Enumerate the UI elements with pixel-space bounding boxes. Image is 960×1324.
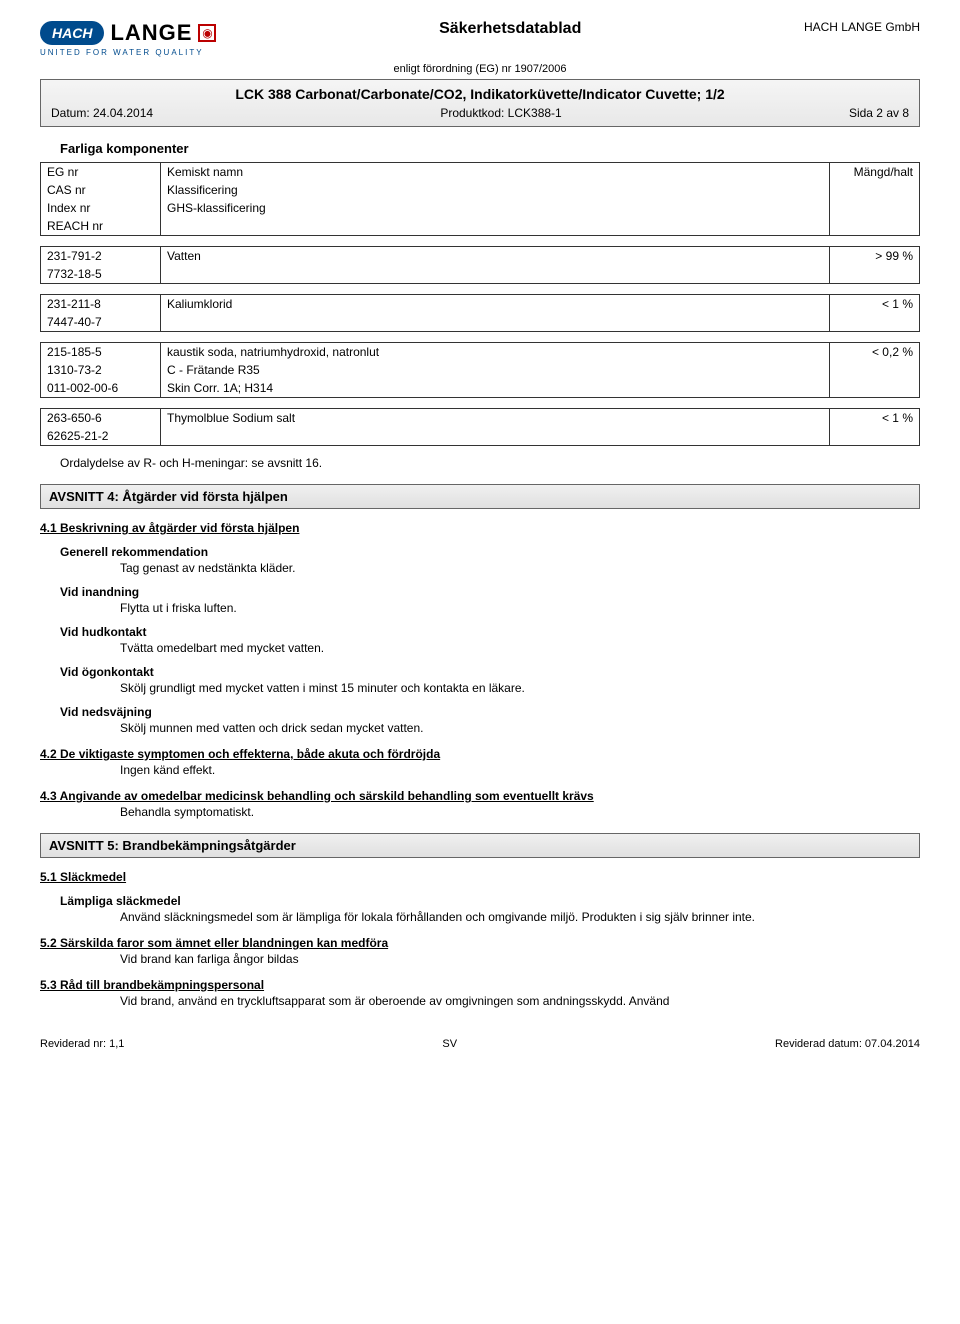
cell: 263-650-6 [41,409,161,428]
cell [161,265,830,284]
skin-text: Tvätta omedelbart med mycket vatten. [120,641,920,655]
component-table: 215-185-5kaustik soda, natriumhydroxid, … [40,342,920,398]
section-5-2-text: Vid brand kan farliga ångor bildas [120,952,920,966]
cell: Vatten [161,247,830,266]
cell [830,313,920,332]
cell: kaustik soda, natriumhydroxid, natronlut [161,343,830,362]
cell: 011-002-00-6 [41,379,161,398]
col-cas: CAS nr [41,181,161,199]
inhalation-head: Vid inandning [60,585,920,599]
component-table: 231-211-8Kaliumklorid< 1 % 7447-40-7 [40,294,920,332]
col-eg: EG nr [41,163,161,182]
swallow-head: Vid nedsväjning [60,705,920,719]
general-rec-head: Generell rekommendation [60,545,920,559]
col-index: Index nr [41,199,161,217]
logo-mark-icon: ◉ [198,24,216,42]
section-4-1: 4.1 Beskrivning av åtgärder vid första h… [40,521,920,535]
footer-rev: Reviderad nr: 1,1 [40,1038,124,1050]
date-label: Datum: 24.04.2014 [51,106,153,120]
page-indicator: Sida 2 av 8 [849,106,909,120]
cell: < 1 % [830,409,920,428]
cell [830,427,920,446]
section-4-title: AVSNITT 4: Åtgärder vid första hjälpen [40,484,920,509]
cell: C - Frätande R35 [161,361,830,379]
cell [830,361,920,379]
extinguish-text: Använd släckningsmedel som är lämpliga f… [120,910,920,924]
tagline: UNITED FOR WATER QUALITY [40,48,216,57]
product-code: Produktkod: LCK388-1 [440,106,561,120]
section-5-3: 5.3 Råd till brandbekämpningspersonal [40,978,920,992]
page-header: HACH LANGE ◉ UNITED FOR WATER QUALITY Sä… [40,20,920,57]
component-table: 263-650-6Thymolblue Sodium salt< 1 % 6262… [40,408,920,446]
company-name: HACH LANGE GmbH [804,20,920,34]
col-reach: REACH nr [41,217,161,236]
col-ghs: GHS-klassificering [161,199,830,217]
hach-logo: HACH [40,21,104,45]
cell: < 1 % [830,295,920,314]
section-5-3-text: Vid brand, använd en tryckluftsapparat s… [120,994,920,1008]
components-header-table: EG nr Kemiskt namn Mängd/halt CAS nr Kla… [40,162,920,236]
swallow-text: Skölj munnen med vatten och drick sedan … [120,721,920,735]
eye-text: Skölj grundligt med mycket vatten i mins… [120,681,920,695]
footer-lang: SV [442,1038,457,1050]
section-4-2: 4.2 De viktigaste symptomen och effekter… [40,747,920,761]
cell [161,313,830,332]
page-footer: Reviderad nr: 1,1 SV Reviderad datum: 07… [40,1038,920,1050]
footer-date: Reviderad datum: 07.04.2014 [775,1038,920,1050]
col-name: Kemiskt namn [161,163,830,182]
col-class: Klassificering [161,181,830,199]
cell: 215-185-5 [41,343,161,362]
title-bar: LCK 388 Carbonat/Carbonate/CO2, Indikato… [40,79,920,127]
cell: Thymolblue Sodium salt [161,409,830,428]
cell: 1310-73-2 [41,361,161,379]
extinguish-head: Lämpliga släckmedel [60,894,920,908]
regulation-line: enligt förordning (EG) nr 1907/2006 [40,63,920,75]
general-rec-text: Tag genast av nedstänkta kläder. [120,561,920,575]
cell: 7447-40-7 [41,313,161,332]
components-heading: Farliga komponenter [60,141,920,156]
cell: Skin Corr. 1A; H314 [161,379,830,398]
eye-head: Vid ögonkontakt [60,665,920,679]
col-amount: Mängd/halt [830,163,920,182]
cell: 62625-21-2 [41,427,161,446]
section-4-3: 4.3 Angivande av omedelbar medicinsk beh… [40,789,920,803]
section-4-3-text: Behandla symptomatiskt. [120,805,920,819]
logo-block: HACH LANGE ◉ UNITED FOR WATER QUALITY [40,20,216,57]
section-5-title: AVSNITT 5: Brandbekämpningsåtgärder [40,833,920,858]
component-table: 231-791-2Vatten> 99 % 7732-18-5 [40,246,920,284]
cell: > 99 % [830,247,920,266]
inhalation-text: Flytta ut i friska luften. [120,601,920,615]
cell: < 0,2 % [830,343,920,362]
cell: Kaliumklorid [161,295,830,314]
product-title: LCK 388 Carbonat/Carbonate/CO2, Indikato… [51,86,909,102]
cell: 231-791-2 [41,247,161,266]
skin-head: Vid hudkontakt [60,625,920,639]
section-5-1: 5.1 Släckmedel [40,870,920,884]
cell: 231-211-8 [41,295,161,314]
document-title: Säkerhetsdatablad [216,20,804,38]
cell [161,427,830,446]
components-footnote: Ordalydelse av R- och H-meningar: se avs… [60,456,920,470]
section-4-2-text: Ingen känd effekt. [120,763,920,777]
cell: 7732-18-5 [41,265,161,284]
section-5-2: 5.2 Särskilda faror som ämnet eller blan… [40,936,920,950]
cell [830,379,920,398]
lange-logo: LANGE [110,20,192,46]
cell [830,265,920,284]
